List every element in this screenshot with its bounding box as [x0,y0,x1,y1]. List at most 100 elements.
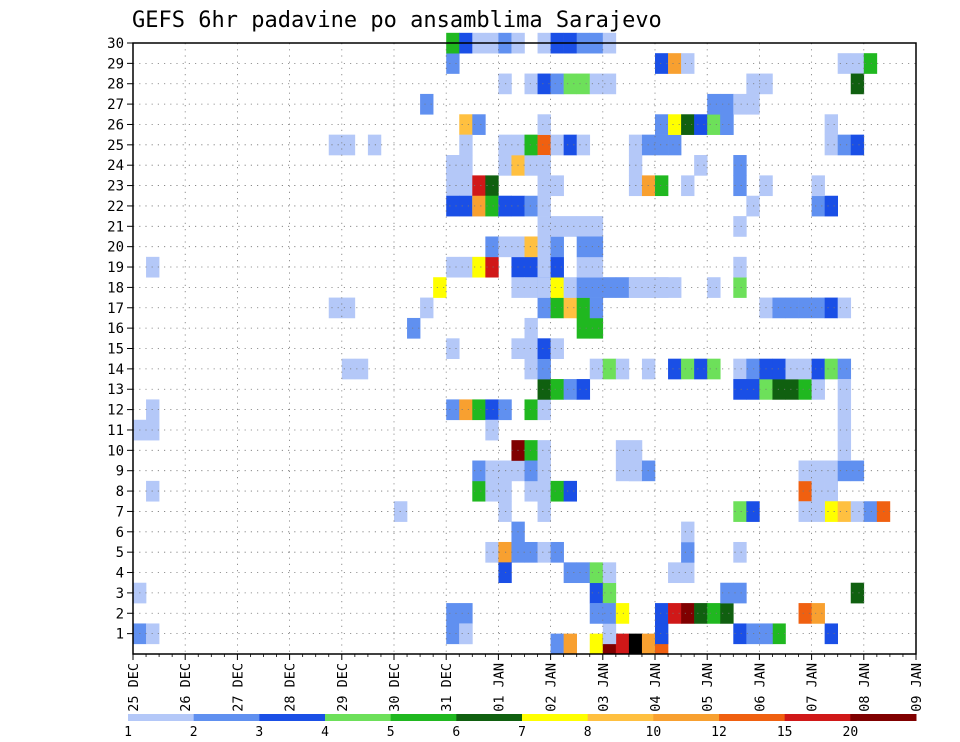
heatmap-cell [733,256,747,278]
heatmap-cell [589,358,604,380]
heatmap-cell [537,379,551,400]
heatmap-cell [733,358,747,380]
heatmap-cell [537,399,551,421]
heatmap-cell [524,155,538,176]
heatmap-cell [589,73,604,95]
x-tick-label: 02 JAN [544,663,560,712]
x-axis: 25 DEC 26 DEC 27 DEC 28 DEC 29 DEC 30 DEC 31 D… [126,654,925,712]
heatmap-cell [655,603,669,624]
heatmap-cell [681,562,695,584]
heatmap-cell [824,623,838,645]
heatmap-cell [446,53,460,74]
heatmap-cell [720,603,734,624]
heatmap-cell [837,501,852,522]
colorbar-label: 3 [255,725,263,740]
heatmap-cell [446,338,460,359]
colorbar-legend: 1 2 3 4 5 6 7 8 10 12 15 20 [124,714,917,740]
heatmap-cell [537,216,551,237]
heatmap-cell [811,175,825,197]
heatmap-cell [563,562,577,584]
colorbar-label: 7 [518,725,526,740]
heatmap-cell [681,114,695,135]
heatmap-cell [446,195,460,217]
heatmap-cell [837,379,852,400]
heatmap-cell [824,358,838,380]
heatmap-cell [694,155,708,176]
heatmap-cell [550,134,564,156]
heatmap-cell [563,277,577,298]
heatmap-cell [602,562,617,584]
heatmap-cell [524,399,538,421]
heatmap-cell [537,114,551,135]
heatmap-cell [472,114,486,135]
heatmap-cell [602,623,617,645]
heatmap-cell [733,175,747,197]
x-tick-label: 29 DEC [335,663,351,712]
heatmap-cell [668,114,682,135]
heatmap-cell [537,297,551,319]
y-tick-label: 29 [107,56,124,72]
colorbar-swatch [259,714,326,721]
heatmap-cell [537,440,551,461]
heatmap-cell [524,236,538,258]
heatmap-cell [550,277,564,298]
heatmap-cell [720,93,734,115]
y-tick-label: 27 [107,97,124,113]
heatmap-cell [681,521,695,543]
heatmap-cell [563,297,577,319]
heatmap-cell [615,603,630,624]
heatmap-cell [785,358,799,380]
x-tick-label: 31 DEC [439,663,455,712]
heatmap-cell [785,297,799,319]
heatmap-cell [341,297,356,319]
heatmap-cell [367,134,382,156]
heatmap-cell [563,73,577,95]
heatmap-cell [524,317,538,339]
heatmap-cell [550,297,564,319]
heatmap-cell [615,277,630,298]
y-tick-label: 23 [107,179,124,195]
heatmap-cell [459,399,473,421]
y-tick-label: 10 [107,443,124,459]
heatmap-cell [446,623,460,645]
heatmap-cell [655,114,669,135]
heatmap-cell [524,134,538,156]
y-tick-label: 19 [107,260,124,276]
x-tick-label: 05 JAN [700,663,716,712]
heatmap-cell [550,236,564,258]
heatmap-cell [485,460,499,482]
y-tick-label: 20 [107,240,124,256]
heatmap-cell [459,603,473,624]
heatmap-cell [772,379,786,400]
heatmap-cell [837,460,852,482]
heatmap-cell [354,358,369,380]
heatmap-cell [589,633,604,655]
heatmap-cell [537,277,551,298]
heatmap-cell [733,93,747,115]
heatmap-cell [576,216,591,237]
x-tick-label: 03 JAN [596,663,612,712]
heatmap-cell [420,93,434,115]
heatmap-cell [850,73,865,95]
heatmap-cell [602,582,617,604]
heatmap-cell [863,53,878,74]
heatmap-cell [459,114,473,135]
heatmap-cell [655,623,669,645]
heatmap-cell [537,480,551,502]
heatmap-cell [537,195,551,217]
heatmap-cell [524,358,538,380]
heatmap-cell [707,114,721,135]
y-tick-label: 21 [107,219,124,235]
y-tick-label: 2 [116,606,124,622]
heatmap-cell [537,236,551,258]
heatmap-cell [681,175,695,197]
y-tick-label: 1 [116,627,124,643]
heatmap-cell [524,460,538,482]
heatmap-cell [589,582,604,604]
heatmap-cell [824,134,838,156]
heatmap-cell [733,379,747,400]
heatmap-cell [589,277,604,298]
x-tick-label: 08 JAN [857,663,873,712]
x-tick-label: 04 JAN [648,663,664,712]
